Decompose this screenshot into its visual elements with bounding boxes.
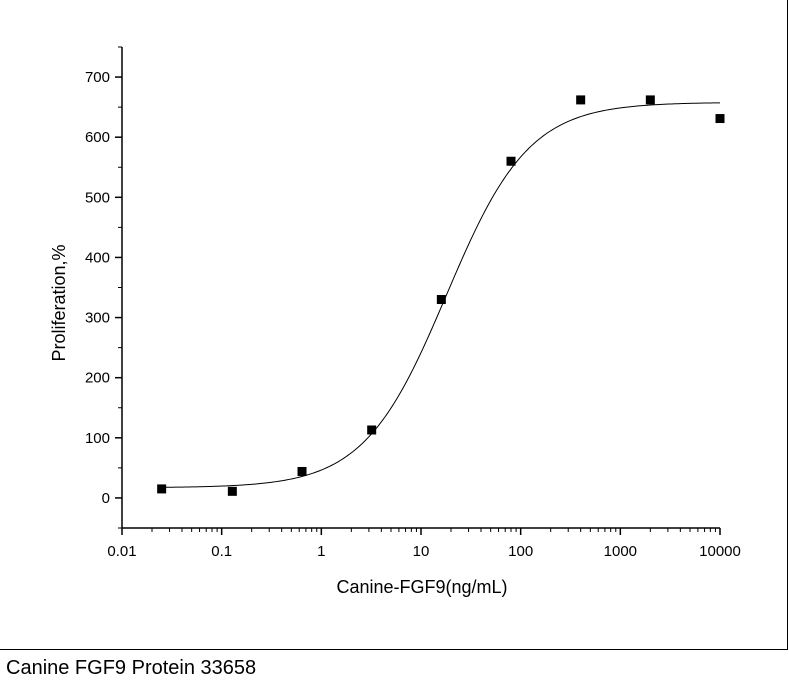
x-tick-label: 1 bbox=[317, 543, 325, 560]
axes bbox=[121, 47, 720, 529]
data-point bbox=[297, 466, 307, 476]
x-tick-label: 0.01 bbox=[107, 543, 136, 560]
data-point bbox=[436, 295, 446, 305]
data-point bbox=[157, 484, 167, 494]
y-tick-label: 300 bbox=[85, 310, 110, 327]
data-point bbox=[645, 95, 655, 105]
data-point bbox=[506, 156, 516, 166]
y-axis-ticks: 0 100 200 300 400 500 600 700 bbox=[85, 46, 122, 529]
chart: 0.01 0.1 1 10 100 1000 10000 0 100 200 300 400 500 6… bbox=[49, 46, 741, 597]
y-tick-label: 500 bbox=[85, 189, 110, 206]
y-tick-label: 400 bbox=[85, 249, 110, 266]
x-tick-label: 0.1 bbox=[211, 543, 232, 560]
y-tick-label: 700 bbox=[85, 69, 110, 86]
x-axis-title: Canine-FGF9(ng/mL) bbox=[336, 577, 507, 597]
y-tick-label: 0 bbox=[102, 490, 110, 507]
y-tick-label: 200 bbox=[85, 370, 110, 387]
data-point bbox=[227, 486, 237, 496]
figure-caption: Canine FGF9 Protein 33658 bbox=[6, 657, 257, 679]
x-tick-label: 1000 bbox=[604, 543, 637, 560]
fit-curve bbox=[161, 102, 721, 488]
data-point bbox=[715, 114, 725, 124]
data-points bbox=[157, 95, 725, 496]
data-point bbox=[367, 425, 377, 435]
x-tick-label: 100 bbox=[508, 543, 533, 560]
data-point bbox=[576, 95, 586, 105]
chart-frame: 0.01 0.1 1 10 100 1000 10000 0 100 200 300 400 500 6… bbox=[0, 0, 788, 650]
x-axis-ticks: 0.01 0.1 1 10 100 1000 10000 bbox=[107, 528, 741, 560]
x-tick-label: 10000 bbox=[699, 543, 741, 560]
y-tick-label: 100 bbox=[85, 430, 110, 447]
x-tick-label: 10 bbox=[413, 543, 430, 560]
y-axis-title: Proliferation,% bbox=[49, 244, 69, 361]
y-tick-label: 600 bbox=[85, 129, 110, 146]
